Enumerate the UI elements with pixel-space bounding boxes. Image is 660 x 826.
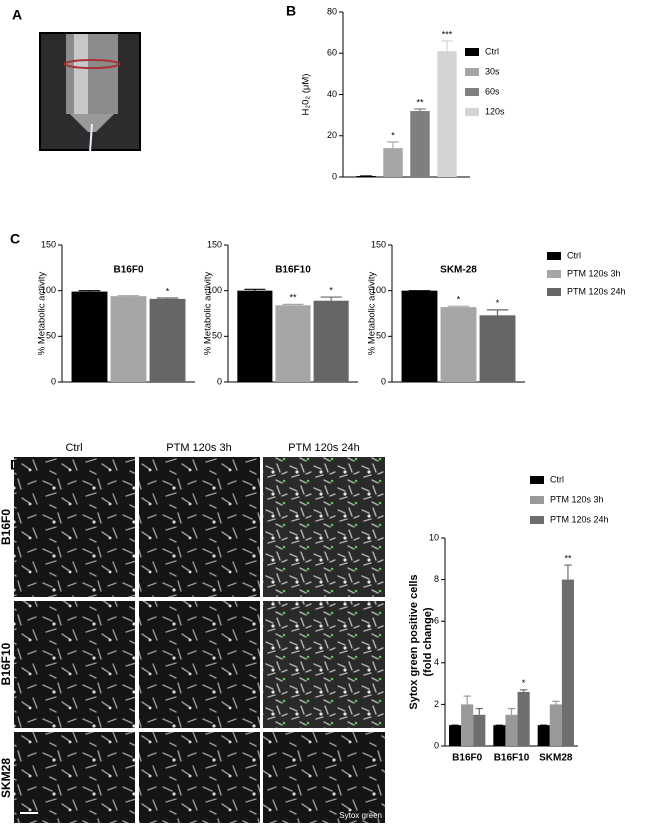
legend-swatch xyxy=(547,288,561,296)
x-tick-label: B16F0 xyxy=(452,753,482,764)
significance: * xyxy=(457,295,461,305)
significance: * xyxy=(522,678,526,688)
legend-swatch xyxy=(530,496,544,504)
legend-label: Ctrl xyxy=(567,250,581,260)
chart-title: SKM-28 xyxy=(440,265,477,276)
row-label: B16F0 xyxy=(0,509,13,545)
y-tick-label: 150 xyxy=(371,239,386,249)
bar xyxy=(237,290,273,382)
significance: * xyxy=(329,285,333,295)
y-tick-label: 150 xyxy=(41,239,56,249)
legend-label: 120s xyxy=(485,106,505,116)
legend-label: PTM 120s 24h xyxy=(567,286,626,296)
y-tick-label: 2 xyxy=(434,699,439,709)
significance: ** xyxy=(564,553,572,563)
y-tick-label: 0 xyxy=(332,171,337,181)
bar xyxy=(537,725,550,746)
chart-title: B16F10 xyxy=(275,265,311,276)
legend-label: PTM 120s 24h xyxy=(550,514,609,524)
bar xyxy=(149,298,186,382)
bar xyxy=(561,579,575,746)
y-tick-label: 80 xyxy=(327,6,337,16)
y-tick-label: 60 xyxy=(327,48,337,58)
bar xyxy=(110,296,147,382)
bar xyxy=(549,704,562,746)
y-axis-label: % Metabolic activity xyxy=(37,272,48,356)
legend-label: 30s xyxy=(485,66,500,76)
panel-label: B xyxy=(286,3,296,19)
y-tick-label: 8 xyxy=(434,574,439,584)
stain-label: Sytox green xyxy=(339,811,382,820)
y-tick-label: 50 xyxy=(212,331,222,341)
y-tick-label: 10 xyxy=(429,532,439,542)
bar xyxy=(275,305,311,382)
y-axis-label: (fold change) xyxy=(422,607,434,676)
y-tick-label: 100 xyxy=(371,285,386,295)
bar xyxy=(473,714,486,746)
legend-swatch xyxy=(465,68,479,76)
row-label: B16F10 xyxy=(0,642,13,685)
y-tick-label: 20 xyxy=(327,130,337,140)
bar xyxy=(383,148,403,177)
bar xyxy=(71,291,108,382)
x-tick-label: SKM28 xyxy=(539,753,573,764)
significance: * xyxy=(391,130,395,140)
legend-label: PTM 120s 3h xyxy=(567,268,621,278)
y-tick-label: 150 xyxy=(207,239,222,249)
bar xyxy=(437,51,457,177)
micrograph-grid xyxy=(14,457,385,823)
x-tick-label: B16F10 xyxy=(494,753,530,764)
y-axis-label: H₂0₂ (μM) xyxy=(301,74,312,116)
bar xyxy=(448,725,462,746)
chart-title: B16F0 xyxy=(113,265,143,276)
legend-swatch xyxy=(530,476,544,484)
y-tick-label: 6 xyxy=(434,616,439,626)
y-tick-label: 0 xyxy=(381,376,386,386)
bar xyxy=(505,714,518,746)
legend-swatch xyxy=(530,516,544,524)
bar xyxy=(479,315,516,382)
panel-label: C xyxy=(10,231,20,247)
y-tick-label: 0 xyxy=(217,376,222,386)
row-label: SKM28 xyxy=(0,758,13,798)
device-photo xyxy=(39,32,141,153)
legend-swatch xyxy=(465,88,479,96)
legend-swatch xyxy=(547,270,561,278)
y-tick-label: 50 xyxy=(46,331,56,341)
column-label: PTM 120s 24h xyxy=(288,442,360,454)
significance: *** xyxy=(442,29,453,39)
y-axis-label: % Metabolic activity xyxy=(367,272,378,356)
legend-label: PTM 120s 3h xyxy=(550,494,604,504)
y-tick-label: 0 xyxy=(51,376,56,386)
legend-swatch xyxy=(465,48,479,56)
bar xyxy=(401,290,438,382)
significance: * xyxy=(496,298,500,308)
bar xyxy=(493,725,506,746)
legend-label: Ctrl xyxy=(550,474,564,484)
significance: * xyxy=(166,286,170,296)
legend-label: Ctrl xyxy=(485,46,499,56)
bar xyxy=(461,704,474,746)
legend-swatch xyxy=(465,108,479,116)
y-tick-label: 50 xyxy=(376,331,386,341)
column-label: PTM 120s 3h xyxy=(166,442,231,454)
y-tick-label: 4 xyxy=(434,657,439,667)
y-tick-label: 100 xyxy=(207,285,222,295)
bar xyxy=(410,111,430,177)
y-tick-label: 40 xyxy=(327,89,337,99)
column-label: Ctrl xyxy=(65,442,82,454)
y-axis-label: Sytox green positive cells xyxy=(408,574,420,709)
bar xyxy=(313,300,349,382)
significance: ** xyxy=(416,97,424,107)
legend-swatch xyxy=(547,252,561,260)
y-tick-label: 100 xyxy=(41,285,56,295)
panel-label: A xyxy=(12,7,22,23)
bar xyxy=(440,307,477,382)
legend-label: 60s xyxy=(485,86,500,96)
bar xyxy=(517,691,530,746)
y-tick-label: 0 xyxy=(434,740,439,750)
significance: ** xyxy=(289,293,297,303)
y-axis-label: % Metabolic activity xyxy=(203,272,214,356)
